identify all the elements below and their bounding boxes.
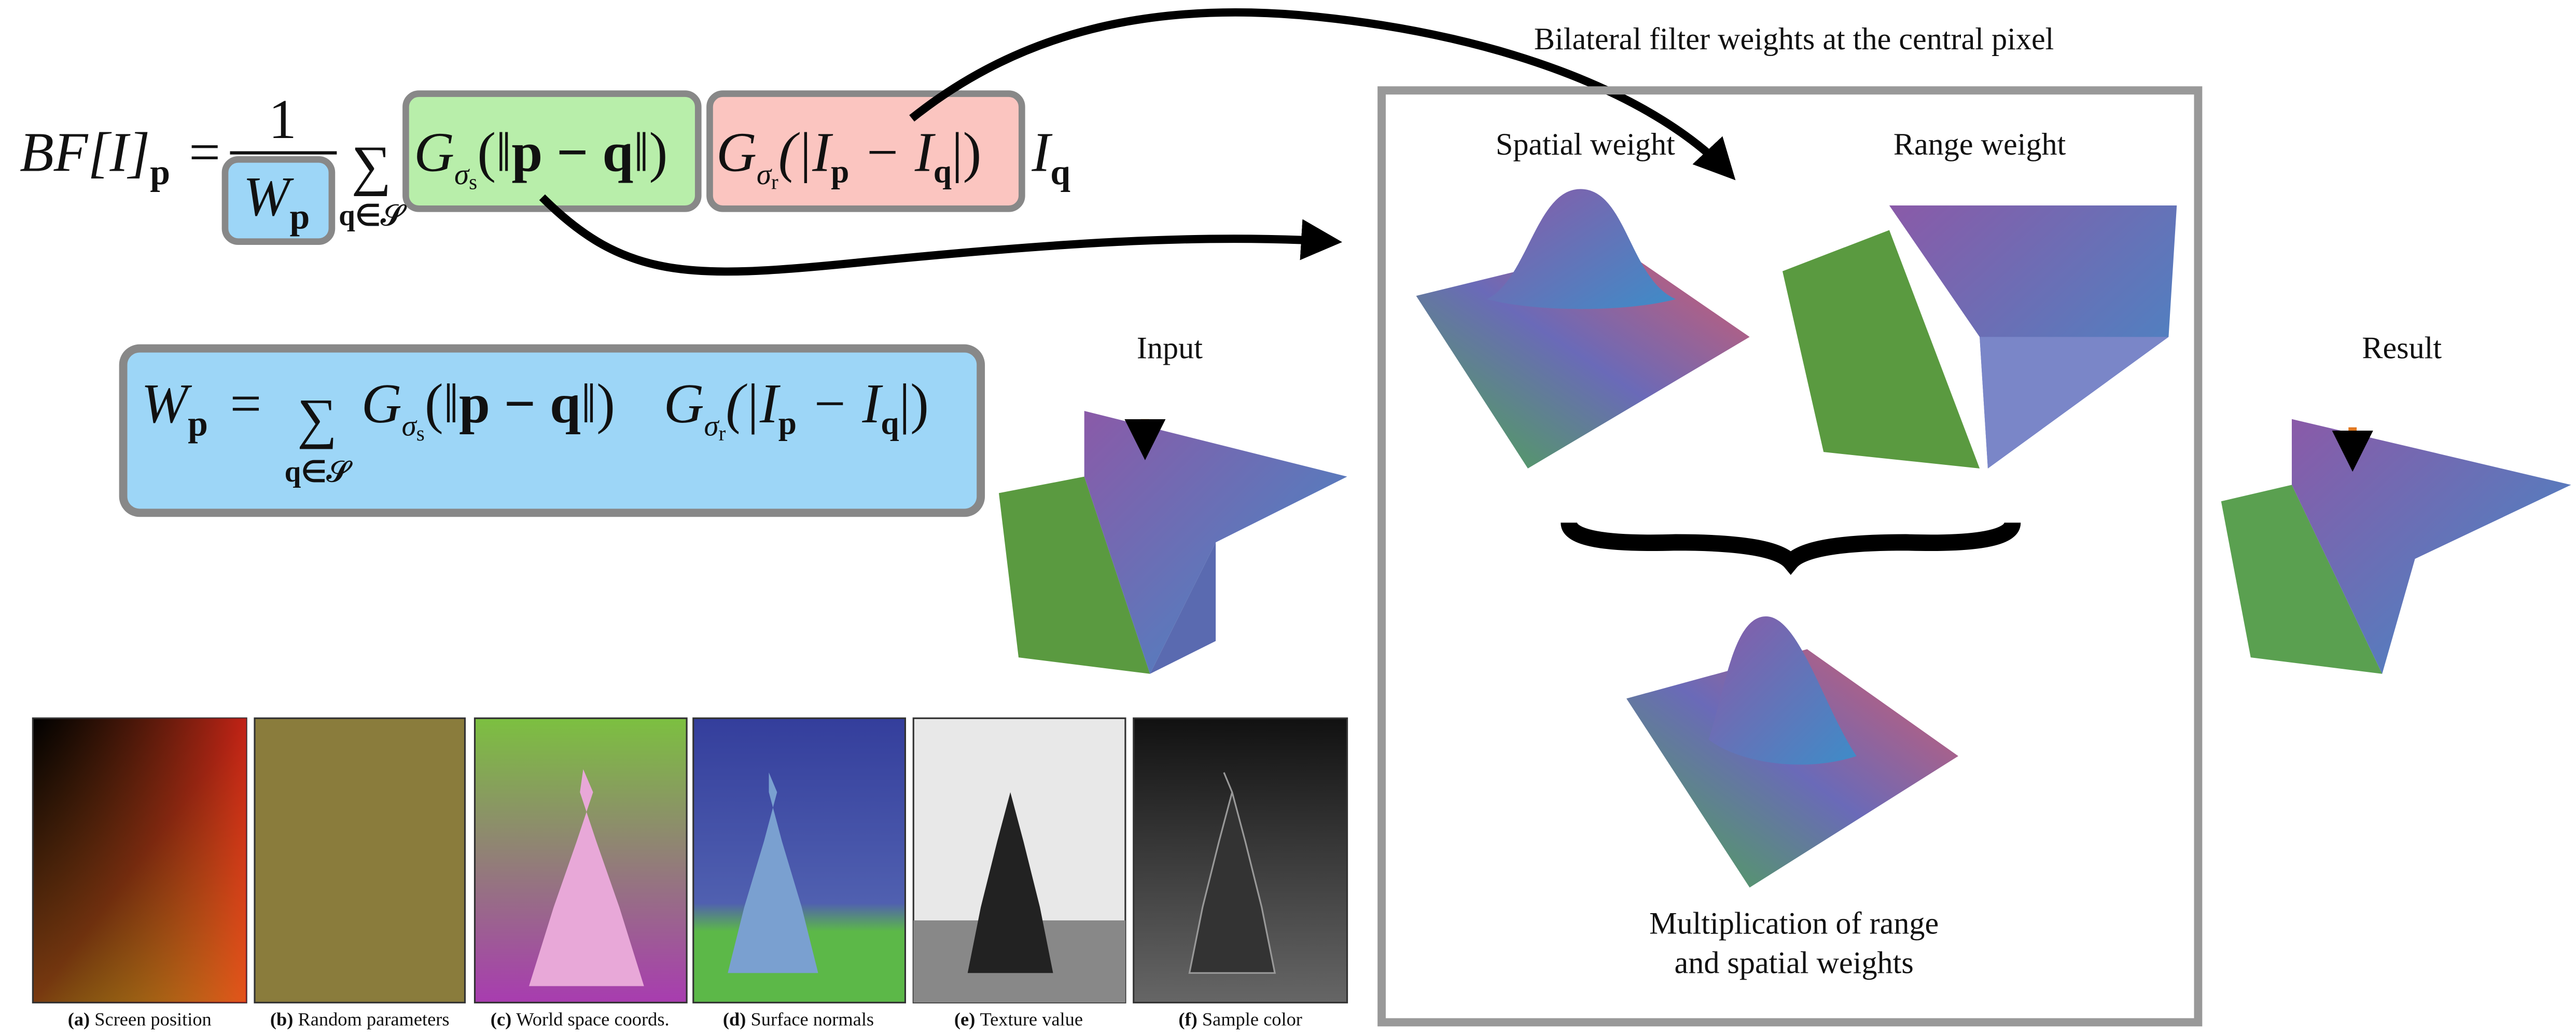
arg-sub: q bbox=[934, 154, 952, 190]
panel-image bbox=[255, 718, 465, 1002]
arg-mid: − I bbox=[797, 373, 884, 435]
sigma-sub: r bbox=[719, 421, 726, 445]
arg-open: (|I bbox=[778, 121, 833, 183]
product-label-2: and spatial weights bbox=[1675, 945, 1914, 980]
equation-main: BF[I]p = 1 Wp ∑ q∈𝒮 Gσs(‖p − q‖) Gσr(|Ip… bbox=[20, 89, 1070, 242]
plots-title: Bilateral filter weights at the central … bbox=[1534, 22, 2054, 57]
equals: = bbox=[230, 373, 261, 435]
sigma: σ bbox=[454, 158, 470, 191]
panel-label: Random parameters bbox=[298, 1009, 449, 1030]
panel-tag: (e) bbox=[954, 1009, 975, 1030]
denominator-sub: p bbox=[290, 197, 310, 237]
range-surface bbox=[1783, 205, 2177, 469]
weight: Iq bbox=[1031, 121, 1070, 192]
lhs-text: W bbox=[141, 373, 192, 435]
weight-sub: q bbox=[1050, 153, 1070, 192]
numerator: 1 bbox=[269, 89, 297, 150]
product-surface bbox=[1626, 616, 1958, 888]
sum-sub: q∈𝒮 bbox=[339, 199, 407, 232]
sigma-sub: s bbox=[416, 421, 425, 445]
arg-close: ‖) bbox=[581, 373, 615, 435]
lhs: BF[I]p bbox=[20, 121, 170, 192]
panel-label: World space coords. bbox=[516, 1009, 669, 1030]
sigma-sub: s bbox=[469, 170, 477, 194]
panel-label: Texture value bbox=[980, 1009, 1083, 1030]
product-label-1: Multiplication of range bbox=[1649, 906, 1939, 941]
result-surface bbox=[2221, 419, 2571, 674]
panel-overlay bbox=[33, 718, 246, 1002]
arg-mid: − I bbox=[849, 121, 936, 183]
lhs-text: BF[I] bbox=[20, 121, 150, 183]
panel-tag: (d) bbox=[723, 1009, 746, 1030]
lhs-sub: p bbox=[188, 404, 208, 444]
panel-caption: (b) Random parameters bbox=[270, 1009, 450, 1030]
figure: BF[I]p = 1 Wp ∑ q∈𝒮 Gσs(‖p − q‖) Gσr(|Ip… bbox=[0, 0, 2576, 1033]
arg-sub: p bbox=[831, 154, 849, 190]
range-label: Range weight bbox=[1893, 127, 2066, 162]
panel-label: Surface normals bbox=[751, 1009, 874, 1030]
arg-open: (|I bbox=[726, 373, 781, 435]
arg-close: ‖) bbox=[633, 121, 667, 183]
arg-sub: p bbox=[778, 405, 797, 441]
panel-tag: (c) bbox=[491, 1009, 511, 1030]
sum: ∑ bbox=[352, 135, 392, 197]
kernel: G bbox=[414, 121, 454, 183]
panel-captions: (a) Screen position (b) Random parameters… bbox=[68, 1009, 1302, 1030]
sum-sub: q∈𝒮 bbox=[285, 456, 353, 488]
arg-sub: q bbox=[881, 405, 899, 441]
spatial-kernel: Gσs(‖p − q‖) bbox=[414, 121, 667, 194]
denominator-text: W bbox=[243, 166, 294, 228]
panel-caption: (f) Sample color bbox=[1178, 1009, 1302, 1030]
input-label: Input bbox=[1137, 331, 1203, 366]
arg-open: (‖ bbox=[477, 121, 511, 183]
panel-tag: (b) bbox=[270, 1009, 294, 1030]
arg-open: (‖ bbox=[425, 373, 459, 435]
panel-caption: (d) Surface normals bbox=[723, 1009, 874, 1030]
weight-text: I bbox=[1031, 121, 1053, 183]
kernel: G bbox=[361, 373, 402, 435]
arg-close: |) bbox=[952, 121, 981, 183]
equals: = bbox=[189, 121, 220, 183]
spatial-surface bbox=[1416, 189, 1750, 469]
arg: p − q bbox=[459, 373, 581, 435]
sigma: σ bbox=[704, 409, 720, 442]
arg-close: |) bbox=[899, 373, 929, 435]
panels bbox=[33, 718, 1347, 1002]
sum: ∑ bbox=[297, 388, 337, 450]
sigma: σ bbox=[757, 158, 772, 191]
panel-label: Sample color bbox=[1202, 1009, 1302, 1030]
kernel: G bbox=[716, 121, 757, 183]
panel-caption: (e) Texture value bbox=[954, 1009, 1083, 1030]
panel-caption: (c) World space coords. bbox=[491, 1009, 670, 1030]
panel-caption: (a) Screen position bbox=[68, 1009, 212, 1030]
sigma: σ bbox=[402, 409, 417, 442]
panel-tag: (f) bbox=[1178, 1009, 1197, 1030]
arg: p − q bbox=[511, 121, 633, 183]
spatial-label: Spatial weight bbox=[1496, 127, 1675, 162]
norm-spatial: Gσs(‖p − q‖) bbox=[361, 373, 615, 445]
panel-tag: (a) bbox=[68, 1009, 90, 1030]
result-label: Result bbox=[2362, 331, 2442, 366]
input-surface bbox=[999, 411, 1347, 674]
equation-norm: Wp = ∑ q∈𝒮 Gσs(‖p − q‖) Gσr(|Ip − Iq|) bbox=[123, 349, 981, 513]
sigma-sub: r bbox=[771, 170, 778, 194]
lhs-sub: p bbox=[150, 153, 170, 192]
kernel: G bbox=[664, 373, 704, 435]
brace bbox=[1569, 522, 2012, 562]
panel-label: Screen position bbox=[94, 1009, 211, 1030]
